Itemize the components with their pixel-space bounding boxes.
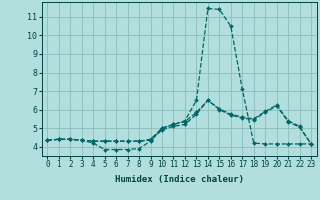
X-axis label: Humidex (Indice chaleur): Humidex (Indice chaleur) — [115, 175, 244, 184]
